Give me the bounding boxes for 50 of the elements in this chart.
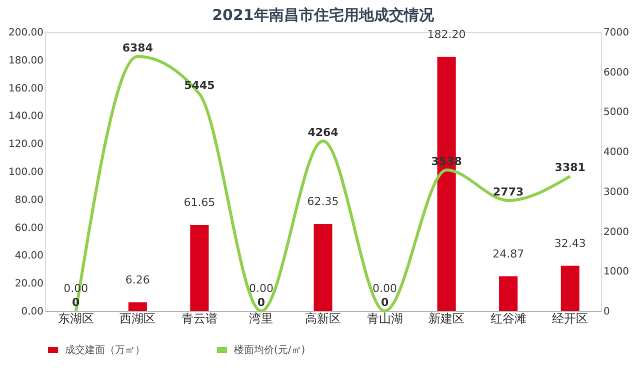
data-label: 0.00 — [248, 282, 274, 295]
bar — [314, 224, 332, 311]
data-label: 61.65 — [184, 196, 216, 209]
x-tick-label: 西湖区 — [120, 312, 156, 326]
y-tick-label: 140.00 — [8, 111, 44, 122]
x-tick-label: 经开区 — [552, 312, 588, 326]
y-tick-label: 200.00 — [8, 28, 44, 38]
bar — [190, 225, 209, 311]
x-tick-label: 新建区 — [428, 312, 465, 326]
data-label: 24.87 — [492, 247, 524, 260]
x-tick-label: 红谷滩 — [490, 312, 526, 326]
y2-tick-label: 1000 — [604, 266, 629, 278]
x-tick-label: 青山湖 — [366, 312, 403, 326]
y2-tick-label: 6000 — [604, 67, 629, 78]
y2-tick-label: 7000 — [604, 28, 629, 38]
y2-tick-label: 3000 — [604, 186, 629, 198]
chart-title: 2021年南昌市住宅用地成交情况 — [212, 6, 435, 24]
y-tick-label: 40.00 — [14, 250, 44, 262]
data-label: 32.43 — [554, 236, 586, 250]
data-label: 3381 — [554, 161, 586, 174]
data-label: 4264 — [308, 126, 339, 140]
data-label: 6.26 — [125, 273, 150, 286]
bar — [560, 266, 580, 311]
bar — [128, 302, 147, 311]
y-tick-label: 0.00 — [21, 306, 44, 318]
y2-tick-label: 2000 — [604, 226, 629, 238]
x-tick-label: 湾里 — [249, 312, 274, 326]
data-label: 0.00 — [372, 282, 398, 295]
legend-label: 楼面均价(元/㎡) — [234, 344, 306, 356]
bar — [499, 276, 518, 311]
data-label: 2773 — [493, 185, 524, 198]
y2-tick-label: 0 — [604, 306, 610, 318]
y2-tick-label: 4000 — [604, 147, 629, 158]
data-label: 0 — [380, 296, 389, 309]
data-label: 6384 — [122, 42, 154, 55]
y-tick-label: 120.00 — [8, 139, 44, 150]
data-label: 62.35 — [307, 195, 339, 208]
data-label: 0 — [257, 296, 266, 309]
y-tick-label: 60.00 — [14, 222, 44, 234]
y-tick-label: 20.00 — [14, 278, 44, 290]
legend-label: 成交建面（万㎡） — [65, 344, 145, 356]
data-label: 182.20 — [427, 28, 466, 41]
y2-tick-label: 5000 — [604, 107, 629, 118]
y-tick-label: 100.00 — [8, 167, 44, 178]
y-tick-label: 160.00 — [8, 83, 44, 94]
y-tick-label: 180.00 — [8, 55, 44, 66]
x-tick-label: 东湖区 — [58, 312, 94, 326]
y-tick-label: 80.00 — [14, 194, 44, 206]
x-tick-label: 青云谱 — [181, 312, 218, 326]
x-tick-label: 高新区 — [305, 312, 341, 326]
